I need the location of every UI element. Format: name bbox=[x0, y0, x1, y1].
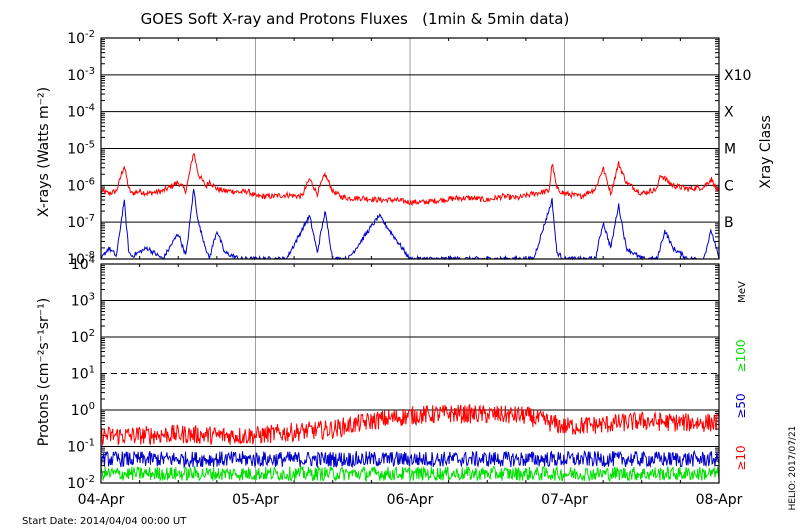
xray-class-label: C bbox=[724, 178, 734, 194]
series-line bbox=[100, 152, 720, 207]
series-line bbox=[100, 189, 720, 261]
energy-unit-label: MeV bbox=[737, 281, 748, 303]
y-tick-label: 10-5 bbox=[67, 140, 95, 158]
legend-entry: ≥50 bbox=[734, 393, 748, 418]
x-tick-label: 08-Apr bbox=[696, 492, 743, 508]
chart-title: GOES Soft X-ray and Protons Fluxes (1min… bbox=[141, 10, 570, 28]
series-line bbox=[100, 403, 720, 447]
y-tick-label: 10-8 bbox=[67, 250, 95, 268]
credit-label: HELIO: 2017/07/21 bbox=[788, 426, 798, 511]
x-tick-label: 07-Apr bbox=[541, 492, 588, 508]
x-tick-label: 06-Apr bbox=[387, 492, 434, 508]
y-tick-label: 10-4 bbox=[67, 103, 95, 121]
y-tick-label: 100 bbox=[71, 401, 95, 419]
y-tick-label: 10-3 bbox=[67, 66, 95, 84]
y-tick-label: 103 bbox=[71, 292, 95, 310]
xray-class-label: B bbox=[724, 215, 734, 231]
xray-panel: 10-8 10-7 10-6 10-5 10-4 10-3 10-2 B C M X X10 bbox=[67, 29, 751, 268]
y-tick-label: 10-6 bbox=[67, 176, 95, 194]
y-tick-label: 10-2 bbox=[67, 29, 95, 47]
xray-class-label: X10 bbox=[724, 68, 751, 84]
x-tick-label: 04-Apr bbox=[78, 492, 125, 508]
x-tick-label: 05-Apr bbox=[232, 492, 279, 508]
y-tick-label: 104 bbox=[71, 255, 95, 273]
energy-legend: ≥100 ≥50 ≥10 bbox=[734, 340, 748, 471]
series-line bbox=[100, 449, 720, 469]
y-tick-label: 101 bbox=[71, 365, 95, 383]
xray-class-axis-label: Xray Class bbox=[758, 115, 774, 189]
proton-panel: 10-2 10-1 100 101 102 103 104 bbox=[67, 255, 720, 492]
legend-entry: ≥10 bbox=[734, 445, 748, 470]
series-line bbox=[100, 465, 720, 483]
y-tick-label: 10-7 bbox=[67, 213, 95, 231]
plot-frame bbox=[100, 37, 720, 260]
x-axis-labels: 04-Apr 05-Apr 06-Apr 07-Apr 08-Apr bbox=[78, 492, 743, 508]
legend-entry: ≥100 bbox=[734, 340, 748, 373]
xray-class-label: X bbox=[724, 105, 734, 121]
proton-axis-label: Protons (cm⁻²s⁻¹sr⁻¹) bbox=[36, 298, 52, 447]
xray-class-label: M bbox=[724, 142, 736, 158]
y-tick-label: 102 bbox=[71, 328, 95, 346]
y-tick-label: 10-2 bbox=[67, 474, 95, 492]
start-date: Start Date: 2014/04/04 00:00 UT bbox=[22, 516, 187, 527]
y-tick-label: 10-1 bbox=[67, 438, 95, 456]
plot-frame bbox=[100, 263, 720, 484]
xray-axis-label: X-rays (Watts m⁻²) bbox=[36, 87, 52, 217]
